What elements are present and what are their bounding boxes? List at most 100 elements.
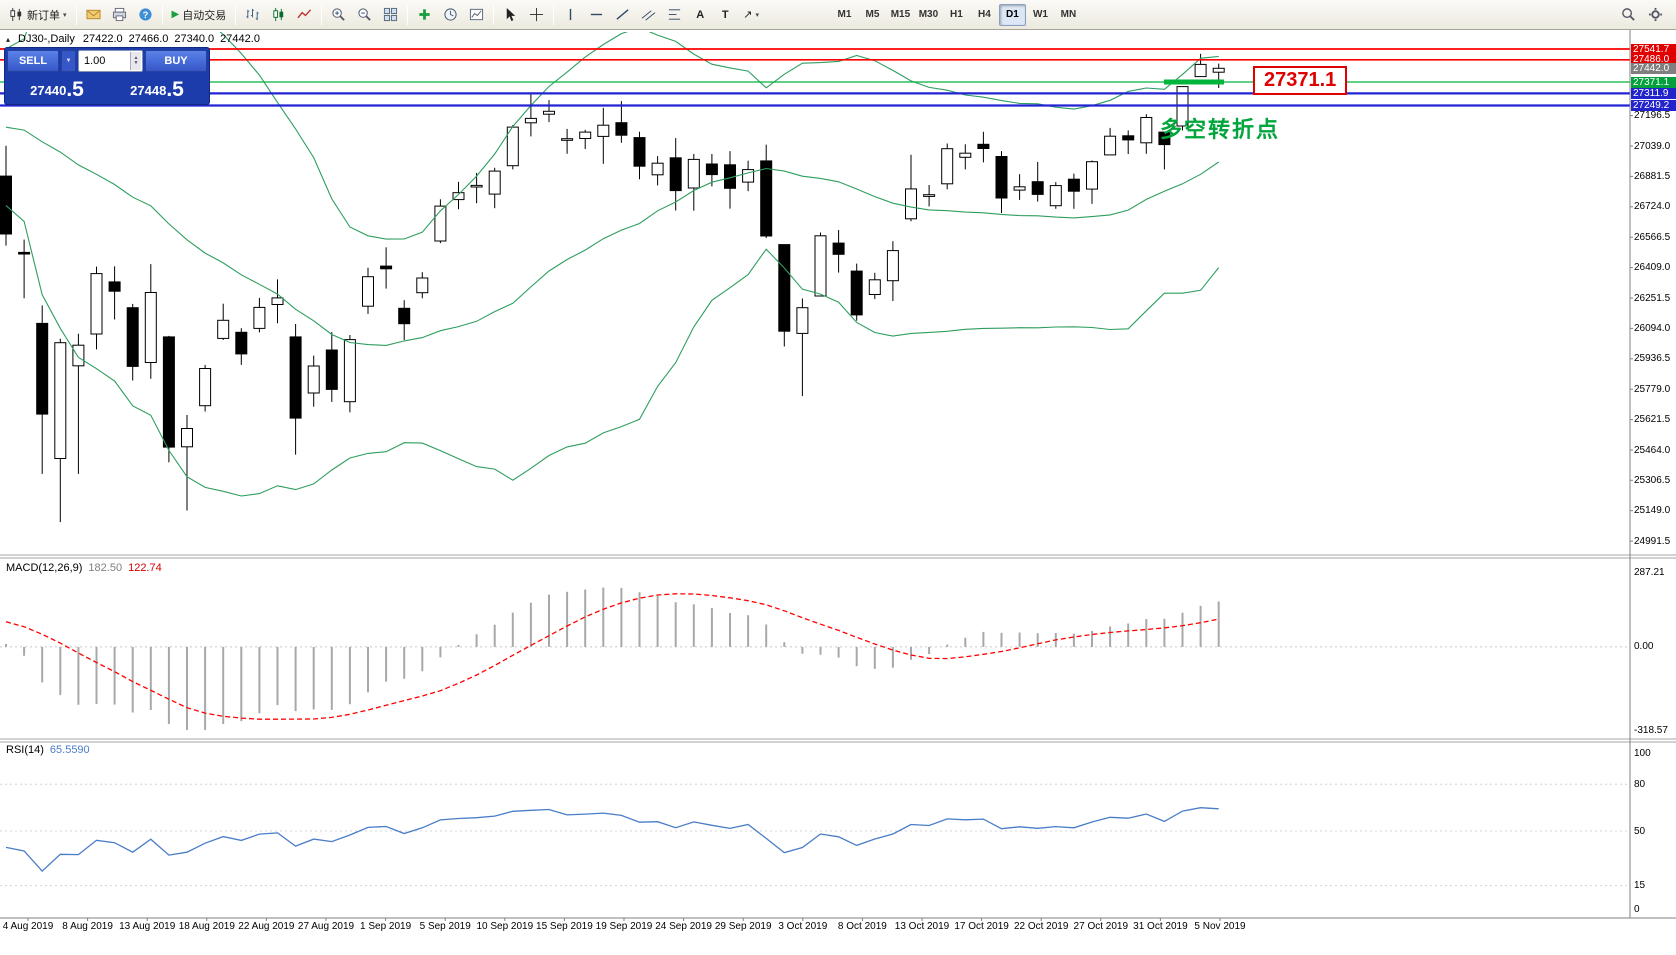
sell-price[interactable]: 27440 .5 xyxy=(7,73,107,102)
toolbar-separator xyxy=(75,4,77,25)
horizontal-line-icon xyxy=(591,13,603,16)
timeframe-button-h4[interactable]: H4 xyxy=(971,4,998,26)
timeframe-button-m1[interactable]: M1 xyxy=(831,4,858,26)
macd-histogram xyxy=(5,587,1220,730)
crosshair-button[interactable] xyxy=(524,3,549,27)
bollinger-middle-band xyxy=(5,126,1220,346)
sell-button[interactable]: SELL xyxy=(7,50,59,72)
date-axis-label: 18 Aug 2019 xyxy=(178,921,235,932)
pivot-price-flag[interactable]: 27371.1 xyxy=(1253,66,1348,95)
toolbar-separator xyxy=(553,4,555,25)
volume-input[interactable]: 1.00 ▲ ▼ xyxy=(78,50,143,72)
settings-button[interactable] xyxy=(1643,3,1668,27)
timeframe-button-m15[interactable]: M15 xyxy=(887,4,914,26)
price-tag-green: 27371.1 xyxy=(1631,76,1676,88)
toolbar-separator xyxy=(321,4,323,25)
channel-button[interactable] xyxy=(636,3,661,27)
fibonacci-button[interactable] xyxy=(662,3,687,27)
svg-text:?: ? xyxy=(142,10,148,20)
collapse-panel-icon[interactable]: ▴ xyxy=(6,34,11,44)
search-button[interactable] xyxy=(1616,3,1641,27)
trendline-button[interactable] xyxy=(610,3,635,27)
print-button[interactable] xyxy=(107,3,132,27)
mail-button[interactable] xyxy=(81,3,106,27)
timeframe-group: M1 M5 M15 M30 H1 H4 D1 W1 MN xyxy=(831,3,1082,26)
fibonacci-icon xyxy=(669,9,681,20)
mail-icon xyxy=(85,9,101,20)
timeframe-button-m30[interactable]: M30 xyxy=(915,4,942,26)
timeframe-button-mn[interactable]: MN xyxy=(1055,4,1082,26)
periods-button[interactable] xyxy=(438,3,463,27)
pivot-annotation-text[interactable]: 多空转折点 xyxy=(1160,117,1281,142)
high-value: 27466.0 xyxy=(128,33,169,45)
templates-button[interactable] xyxy=(464,3,489,27)
horizontal-line-button[interactable] xyxy=(584,3,609,27)
candlesticks xyxy=(0,53,1225,523)
chart-frame xyxy=(0,30,1676,921)
buy-button[interactable]: BUY xyxy=(145,50,207,72)
rsi-axis-label: 50 xyxy=(1634,825,1646,837)
spin-up-icon[interactable]: ▲ xyxy=(133,55,139,61)
macd-signal-line xyxy=(5,593,1219,720)
play-icon: ▶ xyxy=(171,9,180,20)
zoom-out-button[interactable] xyxy=(352,3,377,27)
one-click-trading-panel: SELL ▼ 1.00 ▲ ▼ BUY 27440 .5 27448 .5 xyxy=(4,47,210,105)
macd-label: MACD(12,26,9) 182.50 122.74 xyxy=(6,562,162,574)
sell-price-main: 27440 xyxy=(30,83,67,99)
chevron-down-icon: ▾ xyxy=(63,11,67,19)
timeframe-button-d1[interactable]: D1 xyxy=(998,3,1026,26)
buy-price[interactable]: 27448 .5 xyxy=(107,73,207,102)
macd-name: MACD(12,26,9) xyxy=(6,562,83,574)
printer-icon xyxy=(112,7,126,22)
zoom-in-button[interactable] xyxy=(326,3,351,27)
new-order-button[interactable]: 新订单 ▾ xyxy=(4,3,72,27)
line-chart-button[interactable] xyxy=(292,3,317,27)
spin-down-icon[interactable]: ▼ xyxy=(133,60,139,66)
date-axis-label: 19 Sep 2019 xyxy=(595,921,653,932)
vertical-line-button[interactable] xyxy=(558,3,583,27)
date-axis-label: 1 Sep 2019 xyxy=(360,921,412,932)
help-button[interactable]: ? xyxy=(133,3,158,27)
price-axis-label: 25621.5 xyxy=(1634,414,1671,426)
text-tool-button[interactable]: A xyxy=(688,3,712,27)
rsi-axis-label: 15 xyxy=(1634,880,1646,892)
date-axis-label: 10 Sep 2019 xyxy=(476,921,534,932)
tile-windows-button[interactable] xyxy=(378,3,403,27)
rsi-value: 65.5590 xyxy=(49,744,90,756)
price-tag-current: 27442.0 xyxy=(1631,62,1676,74)
tile-windows-icon xyxy=(384,7,398,22)
bar-chart-button[interactable] xyxy=(240,3,265,27)
rsi-name: RSI(14) xyxy=(6,744,44,756)
date-axis-label: 5 Sep 2019 xyxy=(419,921,471,932)
channel-icon xyxy=(641,10,656,21)
date-axis-label: 13 Oct 2019 xyxy=(894,921,950,932)
candlestick-chart-button[interactable] xyxy=(266,3,291,27)
volume-value: 1.00 xyxy=(84,55,106,67)
cursor-button[interactable] xyxy=(498,3,523,27)
timeframe-button-m5[interactable]: M5 xyxy=(859,4,886,26)
price-axis-label: 26409.0 xyxy=(1634,262,1671,274)
pivot-zone-segment[interactable] xyxy=(1164,79,1224,85)
price-axis-label: 26566.5 xyxy=(1634,231,1671,243)
sell-price-pip: .5 xyxy=(66,78,84,101)
date-axis-label: 5 Nov 2019 xyxy=(1194,921,1246,932)
date-axis-label: 31 Oct 2019 xyxy=(1133,921,1188,932)
label-tool-button[interactable]: T xyxy=(713,3,737,27)
timeframe-button-w1[interactable]: W1 xyxy=(1027,4,1054,26)
date-axis-label: 24 Sep 2019 xyxy=(655,921,712,932)
shapes-button[interactable]: ↗ ▾ xyxy=(738,3,764,27)
timeframe-button-h1[interactable]: H1 xyxy=(943,4,970,26)
autotrade-button[interactable]: ▶ 自动交易 xyxy=(167,3,232,27)
volume-spinner[interactable]: ▲ ▼ xyxy=(130,52,141,70)
rsi-label: RSI(14) 65.5590 xyxy=(6,744,90,756)
price-axis-label: 26251.5 xyxy=(1634,292,1671,304)
indicators-button[interactable] xyxy=(412,3,437,27)
text-tool-icon: A xyxy=(696,8,705,21)
date-axis-label: 8 Aug 2019 xyxy=(62,921,113,932)
zoom-out-icon xyxy=(358,8,372,21)
rsi-axis-label: 80 xyxy=(1634,778,1646,790)
macd-axis-label: -318.57 xyxy=(1634,724,1668,736)
volume-dropdown-button[interactable]: ▼ xyxy=(61,50,76,72)
open-value: 27422.0 xyxy=(82,33,123,45)
